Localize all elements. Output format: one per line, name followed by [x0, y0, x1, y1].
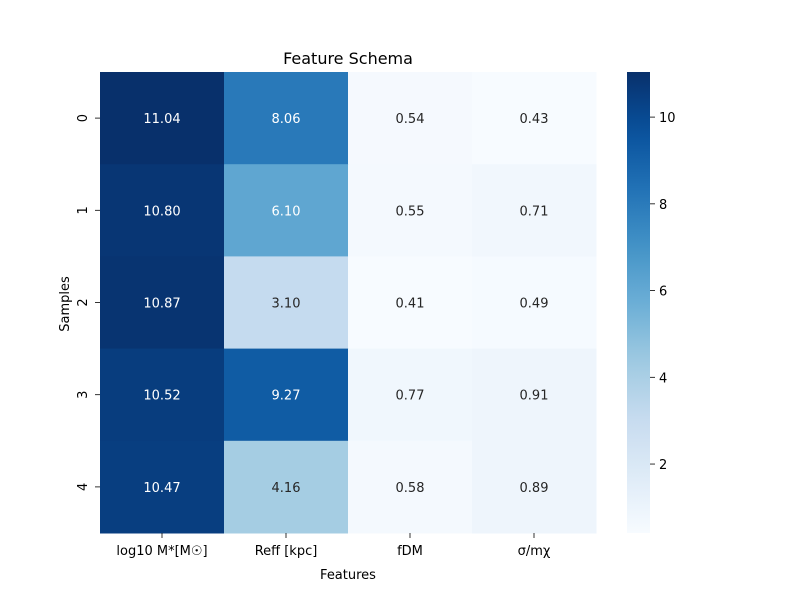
y-tick-label: 1 [76, 206, 91, 214]
cell-value-label: 0.43 [520, 112, 549, 127]
colorbar-tick-label: 2 [659, 458, 667, 473]
heatmap-cell [100, 256, 225, 350]
heatmap-cell [100, 72, 225, 165]
cell-value-label: 10.87 [143, 297, 180, 312]
heatmap-cell [224, 348, 349, 442]
cell-value-label: 10.52 [143, 389, 180, 404]
heatmap-cell [224, 440, 349, 534]
colorbar-tick-label: 10 [659, 111, 676, 126]
heatmap-cell [472, 256, 597, 350]
heatmap-cell [472, 72, 597, 165]
y-tick-label: 4 [76, 483, 91, 491]
heatmap-cell [472, 164, 597, 257]
chart-title: Feature Schema [283, 49, 413, 68]
cell-value-label: 8.06 [272, 112, 301, 127]
cell-value-label: 6.10 [272, 204, 301, 219]
heatmap-cells [100, 72, 597, 534]
heatmap-cell [348, 256, 473, 350]
cell-value-label: 0.41 [396, 297, 425, 312]
heatmap-cell [348, 72, 473, 165]
heatmap-cell [348, 164, 473, 257]
cell-value-label: 0.54 [396, 112, 425, 127]
y-tick-label: 3 [76, 391, 91, 399]
heatmap-cell [348, 440, 473, 534]
heatmap-cell-labels: 11.04 8.06 0.54 0.43 10.80 6.10 0.55 0.71 10.87 3… [143, 112, 548, 496]
x-axis: log10 M*[M☉] Reff [kpc] fDM σ/mχ [116, 533, 551, 559]
heatmap-cell [472, 440, 597, 534]
cell-value-label: 0.91 [520, 389, 549, 404]
heatmap-cell [224, 256, 349, 350]
colorbar-ticks: 2 4 6 8 10 [650, 111, 676, 473]
colorbar-tick-label: 8 [659, 198, 667, 213]
cell-value-label: 0.89 [520, 481, 549, 496]
x-tick-label: Reff [kpc] [255, 544, 318, 559]
y-tick-label: 0 [76, 114, 91, 122]
cell-value-label: 0.49 [520, 297, 549, 312]
cell-value-label: 10.80 [143, 204, 180, 219]
cell-value-label: 9.27 [272, 389, 301, 404]
cell-value-label: 10.47 [143, 481, 180, 496]
cell-value-label: 3.10 [272, 297, 301, 312]
cell-value-label: 0.55 [396, 204, 425, 219]
y-tick-label: 2 [76, 298, 91, 306]
heatmap-cell [100, 164, 225, 257]
heatmap-cell [100, 440, 225, 534]
cell-value-label: 0.58 [396, 481, 425, 496]
heatmap-cell [100, 348, 225, 442]
x-tick-label: fDM [397, 544, 423, 559]
x-tick-label: σ/mχ [518, 544, 551, 559]
heatmap-cell [348, 348, 473, 442]
heatmap-cell [224, 164, 349, 257]
cell-value-label: 0.71 [520, 204, 549, 219]
colorbar-tick-label: 6 [659, 285, 667, 300]
x-axis-label: Features [320, 568, 376, 583]
cell-value-label: 11.04 [143, 112, 180, 127]
heatmap-cell [472, 348, 597, 442]
colorbar-gradient [627, 72, 650, 533]
colorbar [627, 72, 650, 533]
colorbar-tick-label: 4 [659, 371, 667, 386]
x-tick-label: log10 M*[M☉] [116, 544, 207, 559]
cell-value-label: 0.77 [396, 389, 425, 404]
heatmap-cell [224, 72, 349, 165]
y-axis: 0 1 2 3 4 [76, 114, 100, 491]
y-axis-label: Samples [58, 276, 73, 332]
cell-value-label: 4.16 [272, 481, 301, 496]
